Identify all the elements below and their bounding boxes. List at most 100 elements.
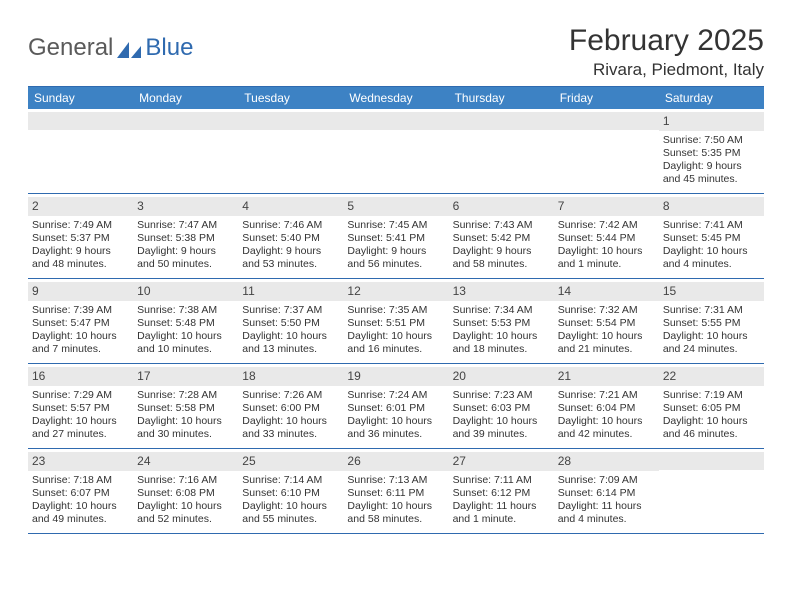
header: General Blue February 2025 Rivara, Piedm… [28,24,764,80]
daylight-text: Daylight: 9 hours and 56 minutes. [347,245,444,271]
sunset-text: Sunset: 5:48 PM [137,317,234,330]
daylight-text: Daylight: 10 hours and 4 minutes. [663,245,760,271]
daylight-text: Daylight: 10 hours and 13 minutes. [242,330,339,356]
daylight-text: Daylight: 10 hours and 7 minutes. [32,330,129,356]
sunrise-text: Sunrise: 7:37 AM [242,304,339,317]
day-number: 5 [343,197,448,216]
sunrise-text: Sunrise: 7:41 AM [663,219,760,232]
day-cell: 17Sunrise: 7:28 AMSunset: 5:58 PMDayligh… [133,364,238,448]
day-cell: 5Sunrise: 7:45 AMSunset: 5:41 PMDaylight… [343,194,448,278]
sunrise-text: Sunrise: 7:50 AM [663,134,760,147]
day-cell: 6 Sunrise: 7:43 AMSunset: 5:42 PMDaylight… [449,194,554,278]
sunrise-text: Sunrise: 7:23 AM [453,389,550,402]
day-number: 6 [449,197,554,216]
sunset-text: Sunset: 5:47 PM [32,317,129,330]
day-number [659,452,764,470]
sunrise-text: Sunrise: 7:29 AM [32,389,129,402]
daylight-text: Daylight: 10 hours and 10 minutes. [137,330,234,356]
sunrise-text: Sunrise: 7:43 AM [453,219,550,232]
sunset-text: Sunset: 5:44 PM [558,232,655,245]
day-cell: 11Sunrise: 7:37 AMSunset: 5:50 PMDayligh… [238,279,343,363]
sunrise-text: Sunrise: 7:35 AM [347,304,444,317]
sunrise-text: Sunrise: 7:42 AM [558,219,655,232]
day-cell: 9Sunrise: 7:39 AMSunset: 5:47 PMDaylight… [28,279,133,363]
daylight-text: Daylight: 10 hours and 58 minutes. [347,500,444,526]
sunrise-text: Sunrise: 7:49 AM [32,219,129,232]
day-cell: 7Sunrise: 7:42 AMSunset: 5:44 PMDaylight… [554,194,659,278]
sunrise-text: Sunrise: 7:09 AM [558,474,655,487]
day-cell [28,109,133,193]
day-cell: 10 Sunrise: 7:38 AMSunset: 5:48 PMDayligh… [133,279,238,363]
sunrise-text: Sunrise: 7:26 AM [242,389,339,402]
daylight-text: Daylight: 9 hours and 50 minutes. [137,245,234,271]
logo-text-2: Blue [145,34,193,62]
week-row: 1Sunrise: 7:50 AMSunset: 5:35 PMDaylight… [28,109,764,194]
sunrise-text: Sunrise: 7:39 AM [32,304,129,317]
daylight-text: Daylight: 10 hours and 42 minutes. [558,415,655,441]
sunset-text: Sunset: 6:00 PM [242,402,339,415]
day-cell: 24 Sunrise: 7:16 AMSunset: 6:08 PMDayligh… [133,449,238,533]
day-number: 14 [554,282,659,301]
daylight-text: Daylight: 10 hours and 30 minutes. [137,415,234,441]
day-cell [554,109,659,193]
daylight-text: Daylight: 10 hours and 16 minutes. [347,330,444,356]
day-number: 12 [343,282,448,301]
sunrise-text: Sunrise: 7:45 AM [347,219,444,232]
calendar-page: General Blue February 2025 Rivara, Piedm… [0,0,792,534]
day-cell [133,109,238,193]
sunrise-text: Sunrise: 7:32 AM [558,304,655,317]
day-cell: 16Sunrise: 7:29 AMSunset: 5:57 PMDayligh… [28,364,133,448]
sunset-text: Sunset: 6:03 PM [453,402,550,415]
sunset-text: Sunset: 5:54 PM [558,317,655,330]
day-number: 2 [28,197,133,216]
daylight-text: Daylight: 9 hours and 58 minutes. [453,245,550,271]
day-number: 19 [343,367,448,386]
day-cell: 23Sunrise: 7:18 AMSunset: 6:07 PMDayligh… [28,449,133,533]
daylight-text: Daylight: 9 hours and 53 minutes. [242,245,339,271]
day-cell [449,109,554,193]
day-number: 10 [133,282,238,301]
dow-tuesday: Tuesday [238,87,343,109]
daylight-text: Daylight: 10 hours and 27 minutes. [32,415,129,441]
day-number: 3 [133,197,238,216]
day-number: 22 [659,367,764,386]
day-number [554,112,659,130]
daylight-text: Daylight: 10 hours and 52 minutes. [137,500,234,526]
dow-friday: Friday [554,87,659,109]
sunrise-text: Sunrise: 7:34 AM [453,304,550,317]
daylight-text: Daylight: 11 hours and 4 minutes. [558,500,655,526]
sunrise-text: Sunrise: 7:28 AM [137,389,234,402]
week-row: 2Sunrise: 7:49 AMSunset: 5:37 PMDaylight… [28,194,764,279]
daylight-text: Daylight: 10 hours and 39 minutes. [453,415,550,441]
sunset-text: Sunset: 6:08 PM [137,487,234,500]
sunrise-text: Sunrise: 7:14 AM [242,474,339,487]
sunset-text: Sunset: 6:12 PM [453,487,550,500]
day-cell: 3Sunrise: 7:47 AMSunset: 5:38 PMDaylight… [133,194,238,278]
day-cell: 2Sunrise: 7:49 AMSunset: 5:37 PMDaylight… [28,194,133,278]
daylight-text: Daylight: 10 hours and 21 minutes. [558,330,655,356]
daylight-text: Daylight: 10 hours and 24 minutes. [663,330,760,356]
day-cell: 28Sunrise: 7:09 AMSunset: 6:14 PMDayligh… [554,449,659,533]
day-number [238,112,343,130]
sunset-text: Sunset: 5:57 PM [32,402,129,415]
day-number: 24 [133,452,238,471]
sunset-text: Sunset: 5:35 PM [663,147,760,160]
day-cell: 26Sunrise: 7:13 AMSunset: 6:11 PMDayligh… [343,449,448,533]
sunset-text: Sunset: 6:04 PM [558,402,655,415]
sunrise-text: Sunrise: 7:38 AM [137,304,234,317]
sunset-text: Sunset: 5:42 PM [453,232,550,245]
sunset-text: Sunset: 6:01 PM [347,402,444,415]
logo-sail-icon [115,40,143,60]
day-number: 26 [343,452,448,471]
sunrise-text: Sunrise: 7:19 AM [663,389,760,402]
day-number: 25 [238,452,343,471]
day-cell: 13Sunrise: 7:34 AMSunset: 5:53 PMDayligh… [449,279,554,363]
logo-text-1: General [28,34,113,62]
sunset-text: Sunset: 6:11 PM [347,487,444,500]
day-cell: 20Sunrise: 7:23 AMSunset: 6:03 PMDayligh… [449,364,554,448]
day-cell [343,109,448,193]
day-cell: 8Sunrise: 7:41 AMSunset: 5:45 PMDaylight… [659,194,764,278]
day-number: 18 [238,367,343,386]
sunrise-text: Sunrise: 7:16 AM [137,474,234,487]
weekday-header: Sunday Monday Tuesday Wednesday Thursday… [28,87,764,109]
